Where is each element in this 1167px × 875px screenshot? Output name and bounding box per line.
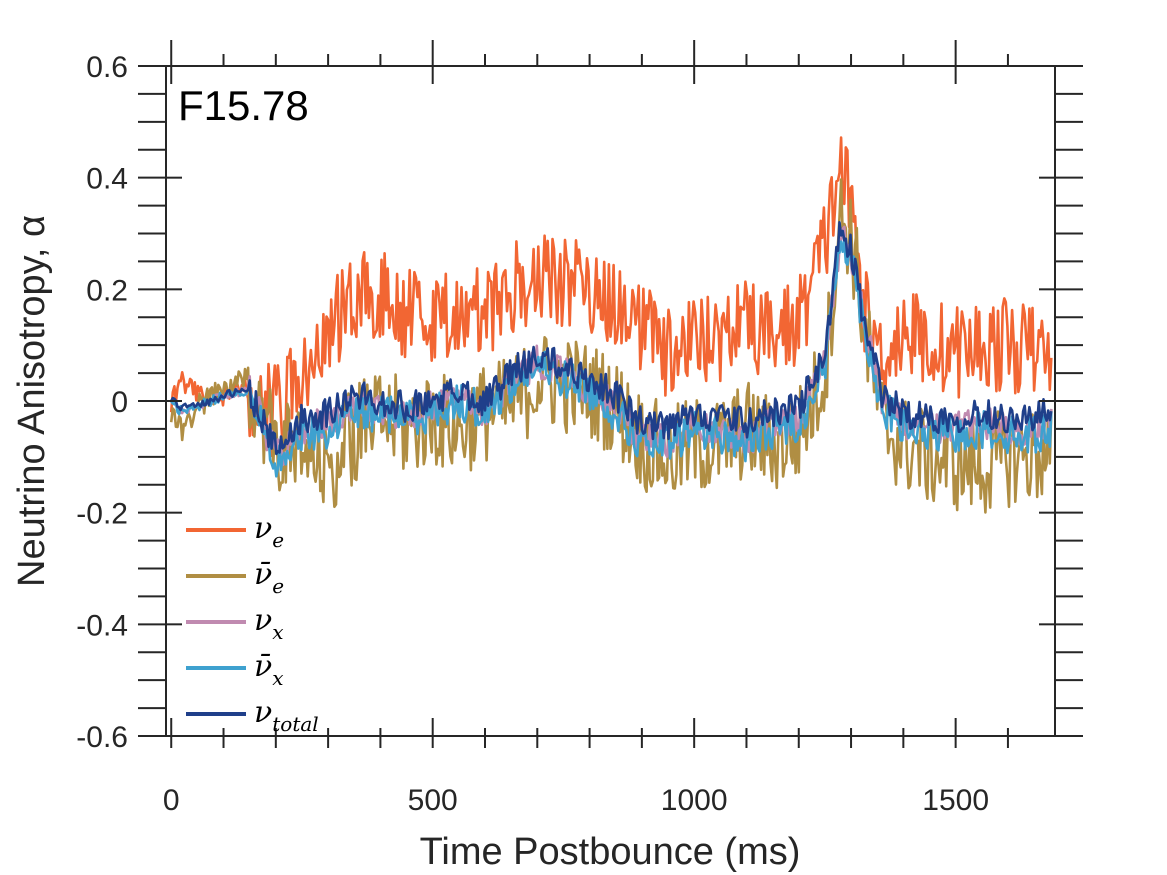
panel-title: F15.78 [178, 82, 309, 129]
series-line-nu_e [169, 136, 1053, 458]
series-line-nu_x_bar [170, 239, 1053, 478]
y-tick-label: -0.6 [76, 721, 128, 754]
series-line-nu_total [170, 221, 1053, 456]
legend: νe ν̄e νx ν̄x νtotal [186, 511, 319, 736]
y-tick-label: -0.4 [76, 609, 128, 642]
legend-label-nu_total: νtotal [254, 695, 319, 736]
legend-label-nu_x_bar: ν̄x [254, 649, 284, 690]
y-axis-title: Neutrino Anisotropy, α [11, 215, 53, 587]
x-tick-label: 1500 [922, 784, 989, 817]
x-tick-label: 1000 [661, 784, 728, 817]
series-layer [169, 136, 1053, 514]
tick-layer [138, 40, 1083, 748]
tick-label-layer: 0 500 1000 1500 -0.6 -0.4 -0.2 0 0.2 0.4 0.6 [76, 51, 989, 817]
y-tick-label: 0.4 [86, 163, 128, 196]
legend-label-nu_e_bar: ν̄e [254, 557, 284, 598]
x-tick-label: 0 [163, 784, 180, 817]
x-tick-label: 500 [408, 784, 458, 817]
y-tick-label: 0.2 [86, 274, 128, 307]
y-tick-label: 0.6 [86, 51, 128, 84]
legend-label-nu_x: νx [254, 603, 284, 644]
x-axis-title: Time Postbounce (ms) [420, 831, 801, 873]
y-tick-label: -0.2 [76, 498, 128, 531]
legend-label-nu_e: νe [254, 511, 284, 552]
y-tick-label: 0 [111, 386, 128, 419]
